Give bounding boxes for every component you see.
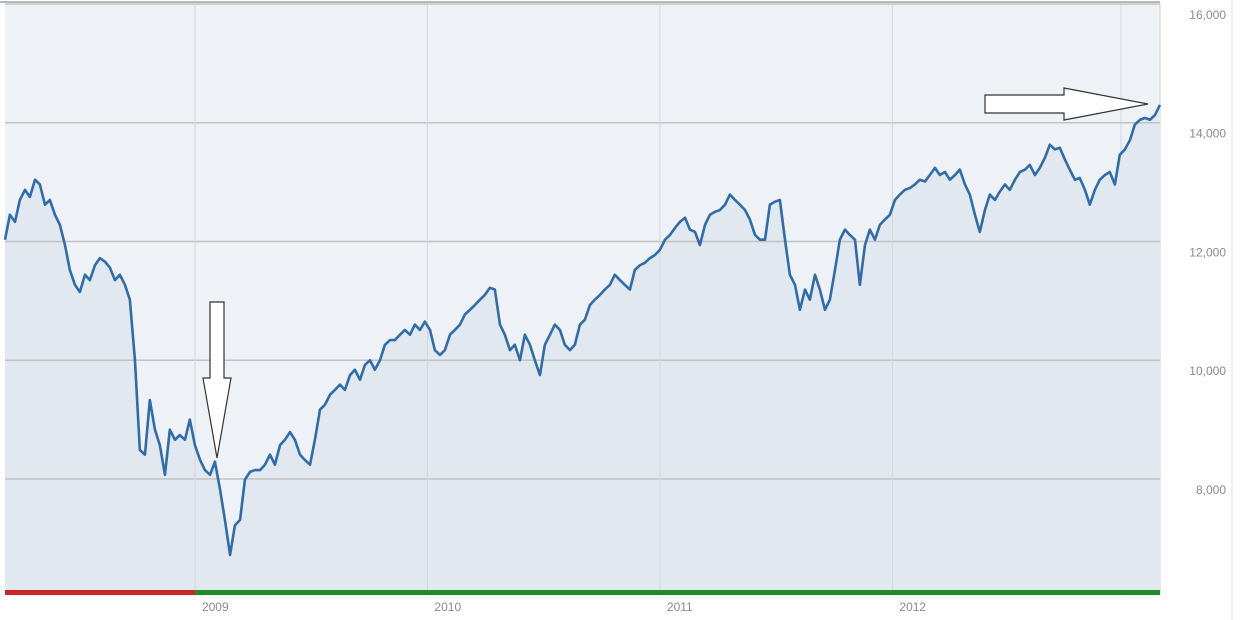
period-bar-green	[195, 590, 1160, 595]
y-tick-label: 12,000	[1189, 245, 1226, 259]
y-tick-label: 8,000	[1196, 483, 1226, 497]
y-tick-label: 16,000	[1189, 8, 1226, 22]
grid-layer	[5, 3, 1160, 596]
right-arrow	[984, 87, 1149, 121]
x-tick-label: 2011	[667, 600, 693, 614]
y-tick-label: 14,000	[1189, 127, 1226, 141]
x-tick-label: 2009	[202, 600, 229, 614]
down-arrow	[202, 301, 232, 459]
series-line	[3, 104, 1162, 557]
fill-layer	[5, 104, 1160, 591]
line-layer	[3, 104, 1162, 557]
area-fill	[5, 104, 1160, 591]
x-tick-label: 2012	[899, 600, 926, 614]
axis-layer: 8,000 10,000 12,000 14,000 16,000 2009 2010 201…	[202, 8, 1226, 614]
x-tick-label: 2010	[434, 600, 461, 614]
y-tick-label: 10,000	[1189, 364, 1226, 378]
period-bar-red	[5, 590, 195, 595]
